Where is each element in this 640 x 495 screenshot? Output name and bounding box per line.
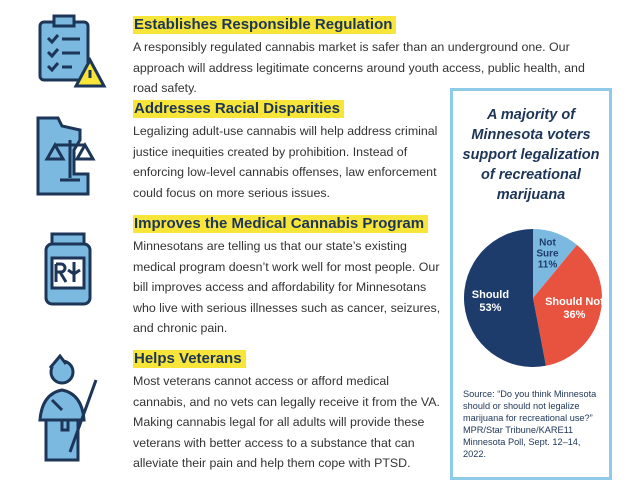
slice-category: Should [471,289,510,302]
title-line: marijuana [496,187,566,203]
title-line: Minnesota voters [471,127,591,143]
title-line: support legalization [462,147,600,163]
pie-slice [533,229,577,298]
section-heading: Addresses Racial Disparities [133,100,344,118]
slice-value: 11% [537,259,558,271]
slice-label: Should Not 36% [545,296,604,322]
section: Addresses Racial Disparities Legalizing a… [133,100,443,203]
title-line: of recreational [481,167,581,183]
section-body: Most veterans cannot access or afford me… [133,374,440,470]
poll-box: A majority of Minnesota voters support leg… [450,88,612,480]
slice-category: Not Sure [536,237,559,260]
section-body: Minnesotans are telling us that our stat… [133,239,441,335]
slice-value: 53% [479,302,502,315]
slice-label: Should 53% [472,289,509,315]
section: Helps Veterans Most veterans cannot acces… [133,350,443,474]
section-body: Legalizing adult-use cannabis will help … [133,124,438,200]
section-heading: Establishes Responsible Regulation [133,16,397,34]
slice-category: Should Not [545,295,604,308]
pie-labels: Not Sure 11% Should Not 36% Should 53% [463,228,604,368]
section-heading: Improves the Medical Cannabis Program [133,215,429,233]
section: Establishes Responsible Regulation A resp… [133,16,613,99]
icons [36,14,107,462]
pie-slice [464,229,546,367]
slice-value: 36% [563,308,586,321]
poll-title: A majority of Minnesota voters support leg… [453,105,609,205]
pie-slice [533,244,602,366]
section-heading: Helps Veterans [133,350,246,368]
slice-label: Not Sure 11% [533,237,561,270]
section-body: A responsibly regulated cannabis market … [133,40,585,95]
pie-chart [464,229,602,367]
title-line: A majority of [486,107,576,123]
source: Source: “Do you think Minnesota should o… [463,389,597,459]
section: Improves the Medical Cannabis Program Min… [133,215,443,339]
